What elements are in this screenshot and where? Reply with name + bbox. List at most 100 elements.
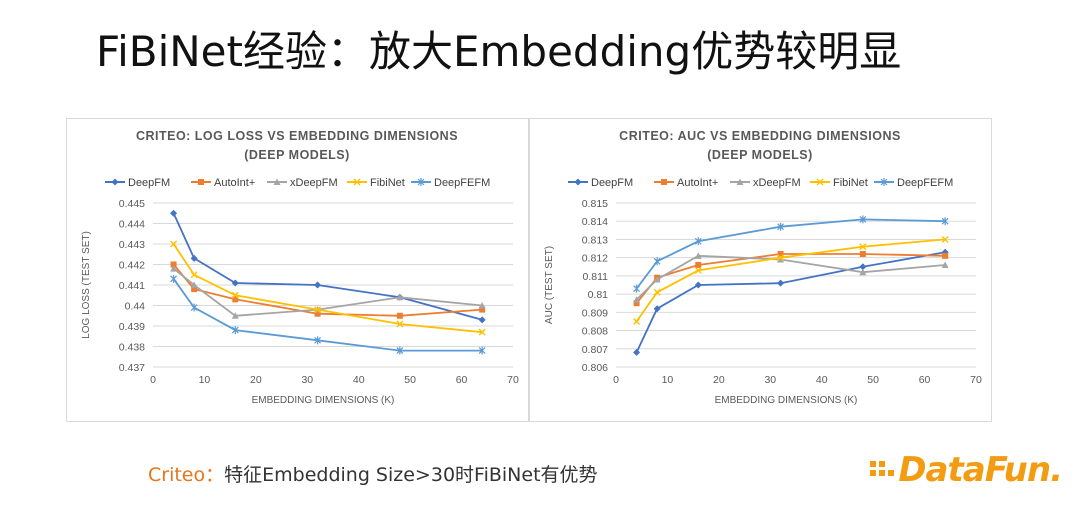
auc-point-DeepFEFM-5 [941, 217, 949, 226]
datafun-logo: DataFun. [868, 448, 1063, 492]
auc-point-DeepFM-1 [653, 305, 661, 313]
logloss-xlabel: EMBEDDING DIMENSIONS (K) [252, 395, 395, 406]
auc-point-FibiNet-1 [653, 288, 661, 296]
auc-ytick-3: 0.809 [582, 307, 608, 319]
auc-legend-marker-2 [736, 178, 744, 185]
auc-series-line-FibiNet [635, 238, 946, 322]
logloss-ytick-8: 0.445 [119, 198, 145, 210]
auc-subtitle: (DEEP MODELS) [707, 148, 813, 162]
footnote-prefix: Criteo： [148, 464, 225, 486]
auc-point-DeepFM-3 [777, 279, 785, 287]
auc-xtick-2: 20 [713, 374, 725, 386]
auc-point-DeepFM-0 [633, 348, 641, 356]
logloss-legend-label-1: AutoInt+ [214, 177, 255, 189]
logloss-point-DeepFEFM-1 [190, 303, 198, 312]
slide-title: FiBiNet经验：放大Embedding优势较明显 [96, 27, 902, 76]
logloss-point-DeepFEFM-2 [231, 326, 239, 335]
logloss-point-DeepFM-0 [170, 209, 178, 217]
auc-point-DeepFEFM-4 [859, 215, 867, 224]
logloss-xtick-1: 10 [199, 374, 211, 386]
auc-point-DeepFEFM-1 [653, 257, 661, 266]
logloss-point-DeepFM-2 [231, 279, 239, 287]
auc-legend-label-2: xDeepFM [753, 177, 801, 189]
auc-point-FibiNet-3 [777, 254, 785, 262]
auc-point-xDeepFM-5 [941, 261, 949, 268]
logloss-legend-marker-2 [273, 178, 281, 185]
logloss-legend-marker-3 [353, 178, 361, 186]
logloss-point-DeepFM-3 [314, 281, 322, 289]
logloss-legend-marker-1 [198, 179, 204, 185]
auc-ytick-0: 0.806 [582, 362, 608, 374]
auc-ytick-9: 0.815 [582, 198, 608, 210]
auc-ylabel: AUC (TEST SET) [544, 246, 555, 324]
auc-xtick-5: 50 [867, 374, 879, 386]
logloss-ytick-4: 0.441 [119, 280, 145, 292]
logloss-point-FibiNet-1 [190, 271, 198, 279]
logloss-series-line-DeepFM [172, 212, 483, 321]
logloss-series-line-xDeepFM [173, 267, 483, 317]
logloss-xtick-0: 0 [150, 374, 156, 386]
auc-point-xDeepFM-2 [694, 252, 702, 259]
auc-point-DeepFM-4 [859, 263, 867, 271]
logloss-point-AutoInt+-5 [479, 306, 486, 313]
logloss-point-FibiNet-4 [396, 320, 404, 328]
logloss-point-FibiNet-3 [314, 306, 322, 314]
auc-point-DeepFM-2 [694, 281, 702, 289]
auc-point-AutoInt+-2 [695, 261, 702, 268]
auc-xtick-6: 60 [919, 374, 931, 386]
auc-point-xDeepFM-4 [859, 268, 867, 276]
logloss-legend-label-3: FibiNet [370, 177, 405, 189]
auc-point-AutoInt+-4 [859, 251, 866, 258]
logloss-chart-svg: CRITEO: LOG LOSS VS EMBEDDING DIMENSIONS… [81, 129, 519, 406]
logloss-xtick-7: 70 [507, 374, 519, 386]
auc-point-xDeepFM-0 [633, 296, 641, 303]
logloss-point-xDeepFM-2 [231, 312, 239, 319]
logloss-legend-label-0: DeepFM [128, 177, 170, 189]
logo-text: DataFun. [898, 450, 1063, 490]
auc-xtick-7: 70 [970, 374, 982, 386]
auc-point-DeepFEFM-2 [694, 237, 702, 246]
logloss-point-xDeepFM-4 [396, 293, 404, 301]
logloss-point-DeepFEFM-4 [396, 346, 404, 355]
auc-point-DeepFEFM-0 [633, 284, 640, 293]
auc-point-FibiNet-4 [859, 243, 867, 251]
auc-title: CRITEO: AUC VS EMBEDDING DIMENSIONS [619, 129, 901, 143]
logloss-point-xDeepFM-5 [478, 302, 486, 309]
footnote-text: 特征Embedding Size>30时FiBiNet有优势 [224, 464, 598, 486]
auc-legend-label-3: FibiNet [833, 177, 868, 189]
auc-point-xDeepFM-1 [653, 276, 661, 283]
auc-point-AutoInt+-5 [942, 252, 949, 259]
auc-ytick-8: 0.814 [582, 216, 608, 228]
auc-ytick-7: 0.813 [582, 234, 608, 246]
auc-xtick-1: 10 [662, 374, 674, 386]
logloss-point-AutoInt+-3 [314, 310, 321, 317]
logloss-point-DeepFEFM-0 [170, 274, 177, 283]
logloss-xtick-4: 40 [353, 374, 365, 386]
logloss-chart: CRITEO: LOG LOSS VS EMBEDDING DIMENSIONS… [66, 118, 529, 422]
auc-legend-marker-1 [661, 179, 667, 185]
auc-ytick-6: 0.812 [582, 253, 608, 265]
logloss-subtitle: (DEEP MODELS) [244, 148, 350, 162]
auc-point-AutoInt+-0 [633, 300, 640, 307]
logloss-point-xDeepFM-1 [190, 281, 198, 288]
auc-legend-label-0: DeepFM [591, 177, 633, 189]
auc-series-line-DeepFEFM [635, 218, 946, 290]
auc-legend-label-1: AutoInt+ [677, 177, 718, 189]
auc-chart: CRITEO: AUC VS EMBEDDING DIMENSIONS (DEEP… [529, 118, 992, 422]
logloss-ytick-0: 0.437 [119, 362, 145, 374]
logloss-series-line-DeepFEFM [172, 278, 483, 352]
auc-point-xDeepFM-3 [777, 255, 785, 263]
auc-xtick-4: 40 [816, 374, 828, 386]
logloss-legend-label-4: DeepFEFM [434, 177, 490, 189]
auc-series-line-xDeepFM [635, 254, 946, 301]
logloss-ytick-7: 0.444 [119, 219, 145, 231]
auc-ytick-1: 0.807 [582, 344, 608, 356]
logloss-point-DeepFEFM-5 [478, 346, 486, 355]
logloss-point-FibiNet-5 [478, 328, 486, 336]
footnote: Criteo：特征Embedding Size>30时FiBiNet有优势 [148, 460, 598, 487]
auc-chart-svg: CRITEO: AUC VS EMBEDDING DIMENSIONS (DEEP… [544, 129, 982, 406]
auc-xtick-0: 0 [613, 374, 619, 386]
logloss-ylabel: LOG LOSS (TEST SET) [81, 231, 92, 339]
logloss-point-xDeepFM-0 [170, 265, 178, 272]
auc-legend-marker-0 [574, 178, 582, 186]
